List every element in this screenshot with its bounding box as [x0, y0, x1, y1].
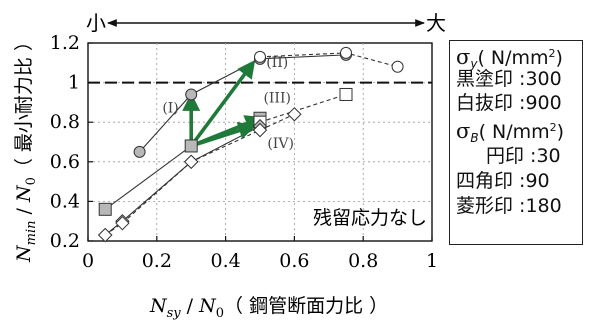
legend-white-fill: 白抜印 :900 — [456, 92, 562, 114]
legend-black-fill: 黒塗印 :300 — [456, 68, 562, 90]
y-tick-label: 1.2 — [50, 32, 80, 54]
marker-square-black — [98, 202, 112, 216]
y-tick-label: 1 — [68, 72, 80, 94]
top-arrow-left-label: 小 — [86, 11, 106, 35]
x-axis-label: Nsy / N0（ 鋼管断面力比 ） — [149, 295, 388, 320]
case-label-2: (II) — [266, 55, 288, 71]
series-line-circle-black — [139, 54, 347, 153]
legend-square: 四角印 :90 — [456, 170, 550, 192]
x-tick-label: 0 — [82, 250, 94, 272]
legend-sigma-b: σB( N/mm2) — [456, 119, 565, 145]
marker-circle-white — [340, 46, 352, 59]
marker-circle-black — [185, 88, 198, 101]
marker-diamond-white — [183, 154, 199, 170]
case-label-3: (III) — [263, 90, 291, 106]
y-label-text: （ 最小耐力比 ） — [13, 32, 35, 177]
marker-circle-white — [391, 60, 404, 73]
y-tick-label: 0.4 — [50, 190, 80, 212]
marker-square-black — [184, 139, 198, 153]
y-axis-label: Nmin / N0（ 最小耐力比 ） — [13, 32, 39, 263]
x-label-sub: sy — [167, 306, 182, 320]
series-line-diamond-black — [104, 125, 261, 236]
x-label-den-var: N — [198, 295, 217, 317]
legend-sigma-y: σy( N/mm2) — [456, 45, 563, 71]
y-label-sub: min — [24, 221, 39, 246]
marker-diamond-white — [97, 227, 113, 243]
x-tick-label: 0.8 — [348, 250, 378, 272]
case-label-1: (I) — [162, 100, 178, 116]
x-label-den-sub: 0 — [216, 306, 224, 320]
y-tick-label: 0.2 — [50, 230, 80, 252]
x-tick-label: 0.4 — [210, 250, 240, 272]
x-label-var: N — [149, 295, 168, 317]
x-label-text: （ 鋼管断面力比 ） — [224, 295, 388, 317]
y-tick-label: 0.6 — [50, 151, 80, 173]
legend-circle: 円印 :30 — [486, 145, 561, 167]
y-label-den-var: N — [13, 184, 35, 203]
marker-square-white — [339, 87, 353, 101]
marker-diamond-white — [287, 107, 302, 122]
y-label-var: N — [13, 244, 35, 263]
case-label-4: (IV) — [267, 136, 294, 152]
top-arrow-right-label: 大 — [426, 11, 446, 35]
plot-frame — [87, 42, 433, 242]
y-label-den-sub: 0 — [24, 177, 39, 185]
y-tick-label: 0.8 — [50, 111, 80, 133]
green-arrow-4 — [190, 121, 257, 148]
marker-circle-white — [254, 50, 266, 63]
marker-diamond-white — [115, 215, 130, 231]
marker-circle-black — [133, 145, 146, 158]
x-tick-label: 1 — [426, 250, 438, 272]
annotation-no-residual-stress: 残留応力なし — [313, 207, 427, 229]
marker-diamond-white — [252, 122, 268, 138]
green-arrow-2 — [189, 59, 256, 148]
x-tick-label: 0.2 — [142, 250, 172, 272]
legend-box: σy( N/mm2) 黒塗印 :300 白抜印 :900 σB( N/mm2) … — [449, 40, 583, 245]
series-line-square-white — [259, 93, 347, 123]
legend-diamond: 菱形印 :180 — [456, 195, 562, 217]
x-tick-label: 0.6 — [279, 250, 309, 272]
